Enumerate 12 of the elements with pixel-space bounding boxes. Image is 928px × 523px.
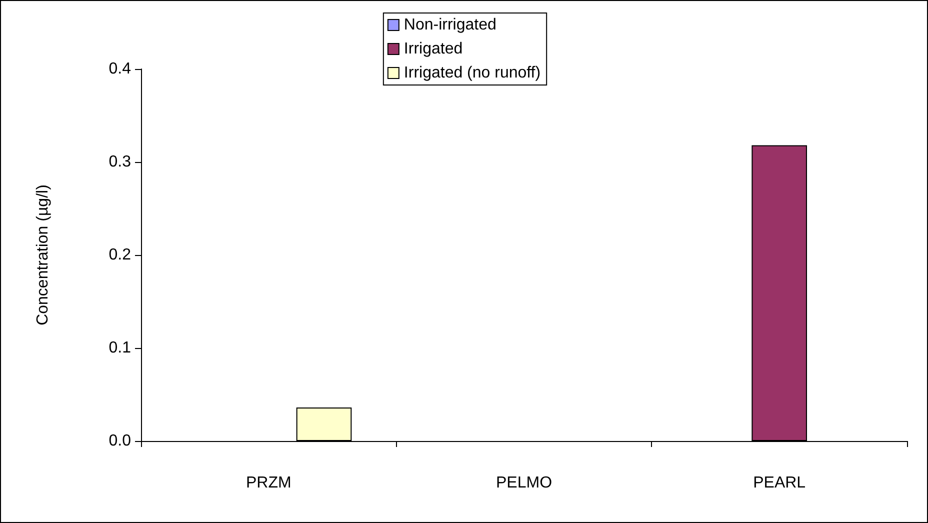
- y-tick-label: 0.1: [108, 340, 132, 356]
- y-tick-label: 0.0: [108, 432, 132, 450]
- y-tick-label: 0.4: [108, 60, 132, 78]
- x-tick-label: PRZM: [246, 474, 292, 492]
- legend-label: Irrigated: [404, 40, 463, 58]
- legend-label: Irrigated (no runoff): [404, 64, 541, 82]
- x-tick-label: PEARL: [753, 474, 806, 492]
- x-tick-label: PELMO: [496, 474, 552, 492]
- y-tick-label: 0.3: [108, 154, 132, 170]
- y-tick-label: 0.2: [108, 246, 132, 264]
- y-axis-title: Concentration (µg/l): [34, 184, 52, 326]
- legend-label: Non-irrigated: [404, 16, 496, 34]
